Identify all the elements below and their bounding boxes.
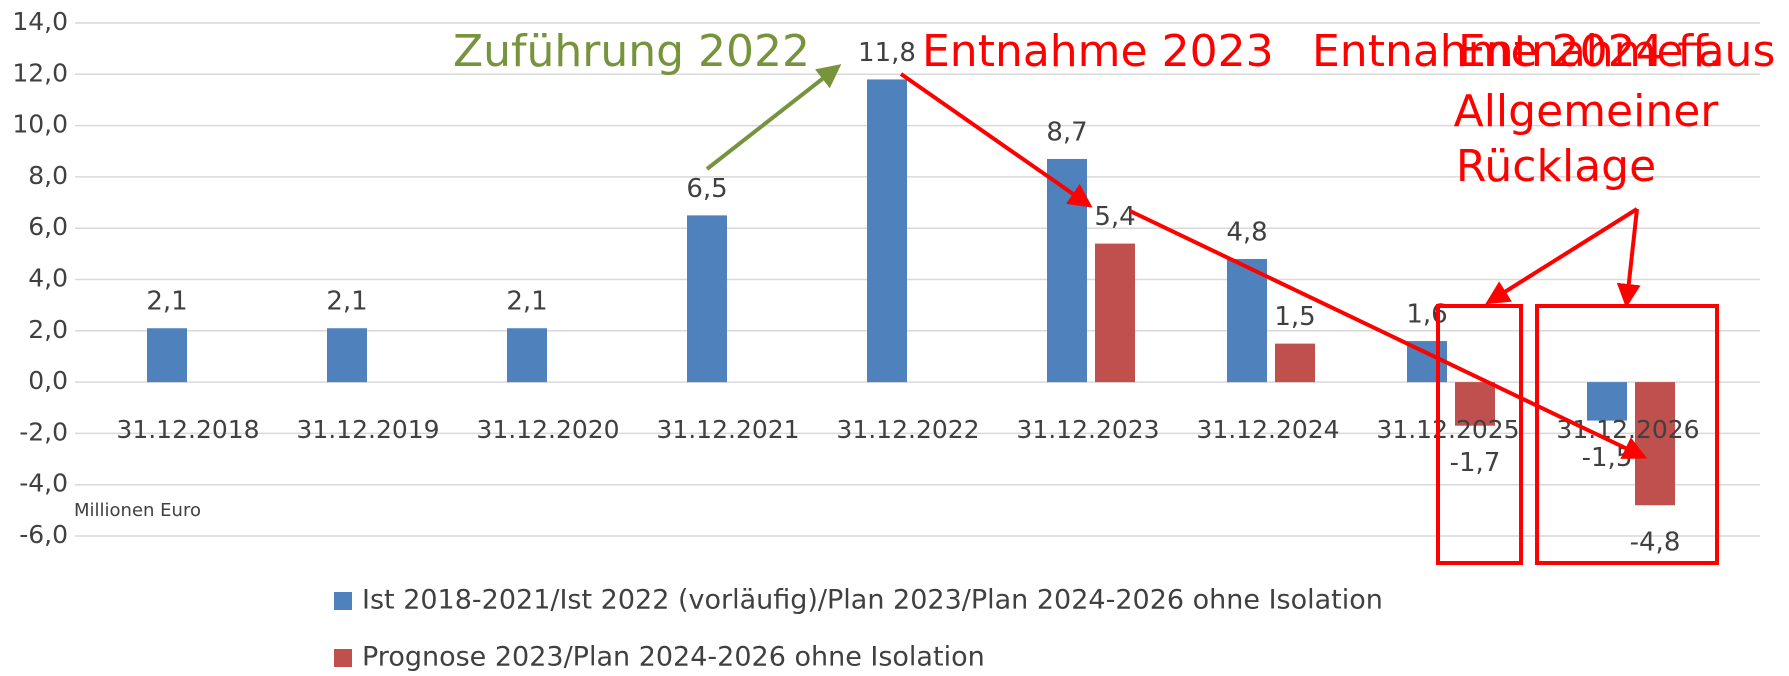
bar xyxy=(147,328,187,383)
x-tick-label: 31.12.2025 xyxy=(1376,415,1519,444)
value-label: 11,8 xyxy=(858,38,916,68)
bar xyxy=(327,328,367,383)
annotation: Entnahme 2024 ff. xyxy=(1312,26,1722,77)
annotation: Entnahme aus xyxy=(1458,26,1775,77)
y-axis-label: Millionen Euro xyxy=(74,500,201,521)
bars xyxy=(147,79,1675,506)
bar xyxy=(1275,343,1315,383)
arrows xyxy=(705,64,1719,565)
arrow xyxy=(1616,208,1641,308)
bar xyxy=(1587,382,1627,421)
y-tick-label: 4,0 xyxy=(28,264,68,293)
value-label: 2,1 xyxy=(146,287,187,317)
y-tick-label: 14,0 xyxy=(12,7,68,36)
y-tick-label: 10,0 xyxy=(12,110,68,139)
y-tick-label: 8,0 xyxy=(28,161,68,190)
y-tick-label: 0,0 xyxy=(28,366,68,395)
legend-label: Ist 2018-2021/Ist 2022 (vorläufig)/Plan … xyxy=(362,585,1383,616)
annotation: Allgemeiner xyxy=(1454,86,1720,137)
bar xyxy=(1047,158,1087,383)
value-label: 8,7 xyxy=(1046,117,1087,147)
x-tick-label: 31.12.2026 xyxy=(1556,415,1699,444)
value-label: -4,8 xyxy=(1630,528,1681,558)
bar xyxy=(1095,243,1135,383)
value-label: 1,5 xyxy=(1274,302,1315,332)
value-label: 4,8 xyxy=(1226,217,1267,247)
x-tick-label: 31.12.2020 xyxy=(476,415,619,444)
y-tick-label: -6,0 xyxy=(19,520,68,549)
arrow xyxy=(899,72,1093,208)
annotation: Entnahme 2023 xyxy=(922,26,1274,77)
value-label: -1,7 xyxy=(1450,448,1501,478)
y-tick-label: 2,0 xyxy=(28,315,68,344)
legend-swatch xyxy=(334,649,352,667)
value-label: 5,4 xyxy=(1094,202,1135,232)
value-label: 2,1 xyxy=(506,287,547,317)
arrow xyxy=(1129,209,1648,459)
arrow xyxy=(1485,207,1639,305)
labels: -6,0 -4,0 -2,0 0,0 2,0 4,0 6,0 8,0 10,0 12,0 14,0 2… xyxy=(12,7,1699,558)
x-tick-label: 31.12.2018 xyxy=(116,415,259,444)
x-tick-label: 31.12.2022 xyxy=(836,415,979,444)
bar xyxy=(1455,382,1495,426)
y-tick-label: -2,0 xyxy=(19,417,68,446)
x-tick-label: 31.12.2024 xyxy=(1196,415,1339,444)
value-label: 2,1 xyxy=(326,287,367,317)
value-label: 6,5 xyxy=(686,174,727,204)
y-tick-label: -4,0 xyxy=(19,469,68,498)
x-tick-label: 31.12.2023 xyxy=(1016,415,1159,444)
bar xyxy=(867,79,907,383)
legend-swatch xyxy=(334,592,352,610)
arrow xyxy=(705,64,842,171)
bar xyxy=(1227,258,1267,383)
legend-label: Prognose 2023/Plan 2024-2026 ohne Isolat… xyxy=(362,642,985,673)
highlight-box xyxy=(1535,304,1719,565)
x-tick-label: 31.12.2019 xyxy=(296,415,439,444)
legend: Ist 2018-2021/Ist 2022 (vorläufig)/Plan … xyxy=(334,585,1383,673)
highlight-box xyxy=(1436,304,1523,565)
grid xyxy=(75,22,1760,537)
annotation: Zuführung 2022 xyxy=(453,26,810,77)
bar xyxy=(507,328,547,383)
x-tick-label: 31.12.2021 xyxy=(656,415,799,444)
y-tick-label: 12,0 xyxy=(12,58,68,87)
y-tick-label: 6,0 xyxy=(28,212,68,241)
annotation: Rücklage xyxy=(1456,141,1656,192)
bar xyxy=(687,215,727,383)
